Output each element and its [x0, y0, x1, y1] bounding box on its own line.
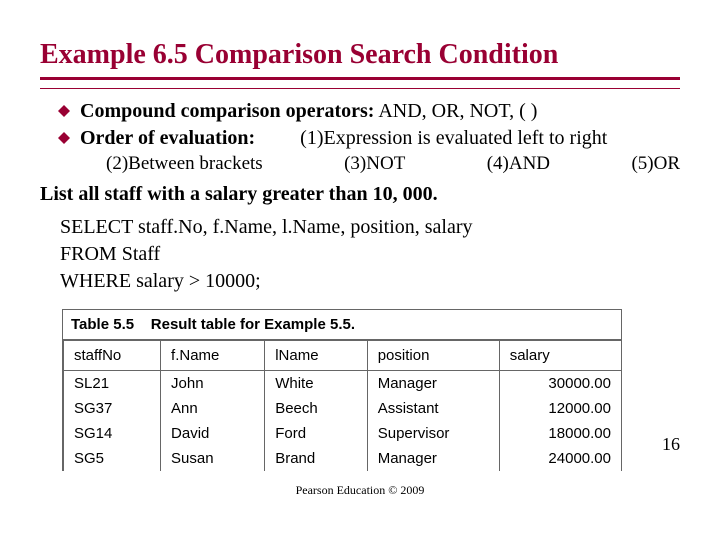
bullet-1-label: Compound comparison operators:	[80, 100, 374, 122]
col-position: position	[367, 340, 499, 370]
table-row: SG37 Ann Beech Assistant 12000.00	[64, 396, 622, 421]
slide-title: Example 6.5 Comparison Search Condition	[40, 40, 680, 75]
page-number: 16	[662, 434, 680, 455]
bullet-1-text: Compound comparison operators: AND, OR, …	[80, 99, 537, 124]
cell-fname: Susan	[161, 446, 265, 471]
cell-lname: Ford	[265, 421, 368, 446]
sql-line-2: FROM Staff	[60, 241, 680, 268]
order-2: (2)Between brackets	[106, 153, 263, 175]
cell-fname: John	[161, 370, 265, 396]
cell-fname: Ann	[161, 396, 265, 421]
cell-salary: 18000.00	[499, 421, 621, 446]
cell-salary: 30000.00	[499, 370, 621, 396]
cell-lname: White	[265, 370, 368, 396]
bullet-1: Compound comparison operators: AND, OR, …	[58, 99, 680, 124]
col-salary: salary	[499, 340, 621, 370]
table-row: SG5 Susan Brand Manager 24000.00	[64, 446, 622, 471]
lead-sentence: List all staff with a salary greater tha…	[40, 183, 680, 206]
order-subrow: (2)Between brackets (3)NOT (4)AND (5)OR	[58, 153, 680, 175]
table-row: SG14 David Ford Supervisor 18000.00	[64, 421, 622, 446]
cell-lname: Brand	[265, 446, 368, 471]
order-5: (5)OR	[631, 153, 680, 175]
col-lname: lName	[265, 340, 368, 370]
cell-salary: 24000.00	[499, 446, 621, 471]
result-table: staffNo f.Name lName position salary SL2…	[63, 340, 621, 471]
order-3: (3)NOT	[344, 153, 405, 175]
col-fname: f.Name	[161, 340, 265, 370]
bullet-2-text: Order of evaluation: (1)Expression is ev…	[80, 126, 607, 151]
bullet-list: Compound comparison operators: AND, OR, …	[40, 99, 680, 175]
result-table-wrap: Table 5.5 Result table for Example 5.5. …	[62, 309, 622, 471]
cell-staffno: SG5	[64, 446, 161, 471]
sql-line-1: SELECT staff.No, f.Name, l.Name, positio…	[60, 214, 680, 241]
table-caption: Table 5.5 Result table for Example 5.5.	[63, 310, 621, 340]
bullet-2-label: Order of evaluation:	[80, 127, 255, 149]
sql-line-3: WHERE salary > 10000;	[60, 268, 680, 295]
bullet-2-first: (1)Expression is evaluated left to right	[300, 127, 607, 149]
sql-block: SELECT staff.No, f.Name, l.Name, positio…	[60, 214, 680, 295]
table-caption-prefix: Table 5.5	[71, 316, 134, 333]
cell-fname: David	[161, 421, 265, 446]
diamond-bullet-icon	[58, 105, 70, 117]
table-caption-rest: Result table for Example 5.5.	[151, 316, 355, 333]
cell-staffno: SG37	[64, 396, 161, 421]
cell-salary: 12000.00	[499, 396, 621, 421]
cell-position: Manager	[367, 446, 499, 471]
bullet-2: Order of evaluation: (1)Expression is ev…	[58, 126, 680, 151]
cell-staffno: SL21	[64, 370, 161, 396]
result-table-head: staffNo f.Name lName position salary	[64, 340, 622, 370]
diamond-bullet-icon	[58, 132, 70, 144]
title-underline-thick	[40, 77, 680, 80]
result-table-header-row: staffNo f.Name lName position salary	[64, 340, 622, 370]
cell-position: Assistant	[367, 396, 499, 421]
cell-position: Manager	[367, 370, 499, 396]
cell-staffno: SG14	[64, 421, 161, 446]
col-staffno: staffNo	[64, 340, 161, 370]
table-row: SL21 John White Manager 30000.00	[64, 370, 622, 396]
order-4: (4)AND	[487, 153, 550, 175]
footer-copyright: Pearson Education © 2009	[0, 483, 720, 498]
title-underline-thin	[40, 88, 680, 89]
result-table-body: SL21 John White Manager 30000.00 SG37 An…	[64, 370, 622, 471]
cell-lname: Beech	[265, 396, 368, 421]
slide: Example 6.5 Comparison Search Condition …	[0, 0, 720, 540]
bullet-1-value: AND, OR, NOT, ( )	[374, 100, 537, 122]
cell-position: Supervisor	[367, 421, 499, 446]
